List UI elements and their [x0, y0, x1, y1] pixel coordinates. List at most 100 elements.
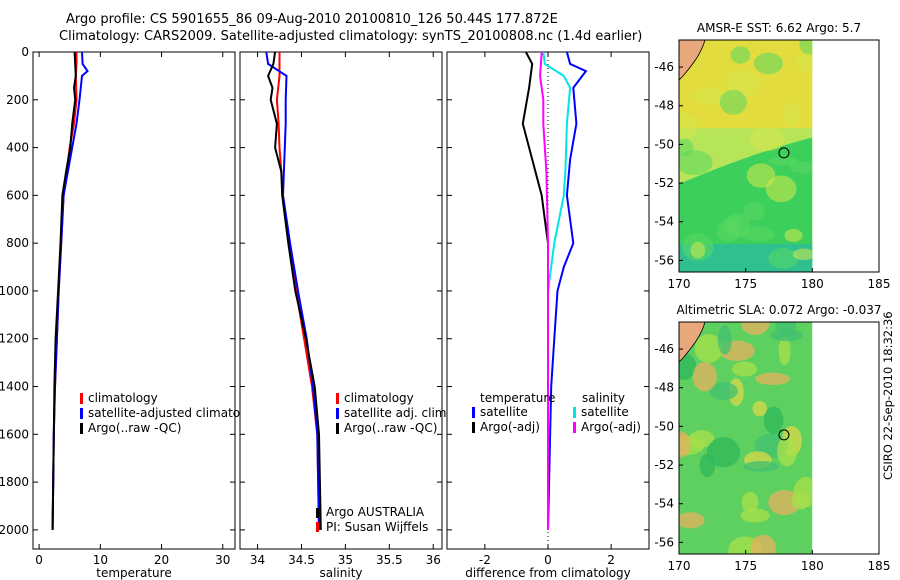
- sla-eddy: [778, 336, 791, 366]
- temperature-panel: 0 10 20 30 0 200 400 600 800 1000 1200 1400 1600 1800…: [0, 45, 266, 580]
- y-tick-label: 800: [6, 236, 29, 250]
- sla-eddy: [740, 508, 770, 523]
- y-tick-label: -50: [654, 137, 674, 151]
- sst-blob: [799, 40, 813, 56]
- y-tick-label: -48: [654, 381, 674, 395]
- x-tick-label: 185: [868, 559, 891, 573]
- x-tick-label: 10: [93, 553, 108, 567]
- y-tick-label: -54: [654, 215, 674, 229]
- sst-blob: [754, 52, 783, 75]
- x-axis-label: difference from climatology: [465, 566, 631, 580]
- series-group: [521, 52, 588, 530]
- series-line: [51, 52, 77, 530]
- legend-entry: satellite: [480, 405, 528, 419]
- x-tick-label: 35.5: [376, 553, 403, 567]
- sla-eddy: [706, 437, 741, 468]
- sla-eddy: [752, 401, 767, 417]
- series-line: [265, 52, 320, 530]
- sla-eddy: [679, 352, 697, 381]
- plot-frame: [239, 51, 443, 550]
- y-tick-label: -56: [654, 253, 674, 267]
- sst-blob: [783, 101, 801, 127]
- map-border: [678, 321, 880, 555]
- map-title: Altimetric SLA: 0.072 Argo: -0.037: [676, 303, 881, 317]
- figure-title: Argo profile: CS 5901655_86 09-Aug-2010 …: [66, 12, 558, 27]
- x-tick-label: 170: [668, 559, 691, 573]
- legend-entry-swatch: [472, 422, 475, 433]
- legend-entry: satellite: [581, 405, 629, 419]
- x-tick-label: 170: [668, 277, 691, 291]
- sst-blob: [743, 202, 765, 221]
- sla-eddy: [679, 431, 691, 458]
- legend-entry: Argo(-adj): [480, 420, 540, 434]
- legend-entry-swatch: [472, 407, 475, 418]
- annotation-text: Argo AUSTRALIA: [326, 505, 425, 519]
- legend-title: salinity: [582, 391, 625, 405]
- sla-eddy: [694, 334, 723, 363]
- y-tick-label: -52: [654, 458, 674, 472]
- float-position-marker: [778, 147, 790, 159]
- figure-header: Argo profile: CS 5901655_86 09-Aug-2010 …: [0, 0, 680, 50]
- y-tick-label: -46: [654, 342, 674, 356]
- legend-entry-swatch: [573, 407, 576, 418]
- sla-eddy: [732, 361, 758, 377]
- figure-subtitle: Climatology: CARS2009. Satellite-adjuste…: [59, 29, 643, 44]
- x-tick-label: 2: [607, 553, 615, 567]
- legend-entry-swatch: [80, 393, 83, 404]
- series-line: [547, 52, 588, 530]
- legend-entry-swatch: [336, 408, 339, 419]
- annotation-swatch: [316, 508, 319, 518]
- x-tick-label: 34: [250, 553, 265, 567]
- sla-eddy: [755, 372, 791, 386]
- y-tick-label: 600: [6, 188, 29, 202]
- legend-entry: Argo(..raw -QC): [344, 421, 437, 435]
- legend-entry-swatch: [80, 423, 83, 434]
- sla-eddy: [679, 512, 705, 529]
- map-field: [679, 40, 813, 272]
- y-tick-label: 1400: [0, 380, 29, 394]
- x-axis-label: temperature: [96, 566, 171, 580]
- sst-blob: [730, 46, 751, 64]
- sst-blob: [768, 247, 799, 269]
- sla-eddy: [741, 491, 759, 513]
- x-tick-label: 175: [734, 559, 757, 573]
- sst-blob: [724, 213, 751, 239]
- y-tick-label: 200: [6, 93, 29, 107]
- sla-eddy: [699, 453, 716, 478]
- x-tick-label: -2: [479, 553, 491, 567]
- x-tick-label: 35: [338, 553, 353, 567]
- sla-map-panel: 170 175 180 185 -46 -48 -50 -52 -54 -56 Altimetric…: [654, 303, 890, 573]
- series-group: [51, 52, 89, 530]
- y-tick-label: -46: [654, 60, 674, 74]
- y-tick-label: 2000: [0, 523, 29, 537]
- series-line: [267, 52, 322, 530]
- x-axis-label: salinity: [319, 566, 362, 580]
- legend-entry-swatch: [573, 422, 576, 433]
- sst-blob: [690, 241, 706, 259]
- y-tick-label: -54: [654, 497, 674, 511]
- y-tick-label: 1600: [0, 427, 29, 441]
- map-field: [679, 322, 813, 554]
- legend-title: temperature: [480, 391, 555, 405]
- y-tick-label: 1800: [0, 475, 29, 489]
- map-title: AMSR-E SST: 6.62 Argo: 5.7: [697, 21, 861, 35]
- sst-blob: [749, 125, 785, 152]
- sst-blob: [768, 157, 799, 166]
- x-tick-label: 0: [35, 553, 43, 567]
- x-tick-label: 34.5: [288, 553, 315, 567]
- sla-eddy: [743, 460, 779, 472]
- sst-cool-region: [679, 137, 813, 272]
- salinity-panel: 34 34.5 35 35.5 36 salinity climatologysatelli…: [239, 51, 450, 580]
- sla-eddy: [717, 325, 732, 355]
- y-tick-label: -52: [654, 176, 674, 190]
- land-coastline: [679, 40, 706, 81]
- legend-entry-swatch: [80, 408, 83, 419]
- timestamp-stamp: CSIRO 22-Sep-2010 18:32:36: [881, 311, 895, 480]
- x-tick-label: 180: [801, 277, 824, 291]
- float-position-marker: [778, 429, 790, 441]
- sst-blob: [795, 53, 813, 72]
- legend-entry: climatology: [88, 391, 158, 405]
- sst-blob: [690, 87, 729, 105]
